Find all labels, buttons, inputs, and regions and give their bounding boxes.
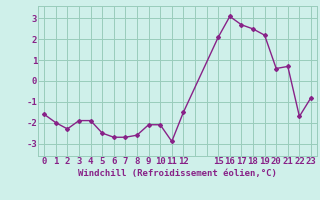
X-axis label: Windchill (Refroidissement éolien,°C): Windchill (Refroidissement éolien,°C) — [78, 169, 277, 178]
